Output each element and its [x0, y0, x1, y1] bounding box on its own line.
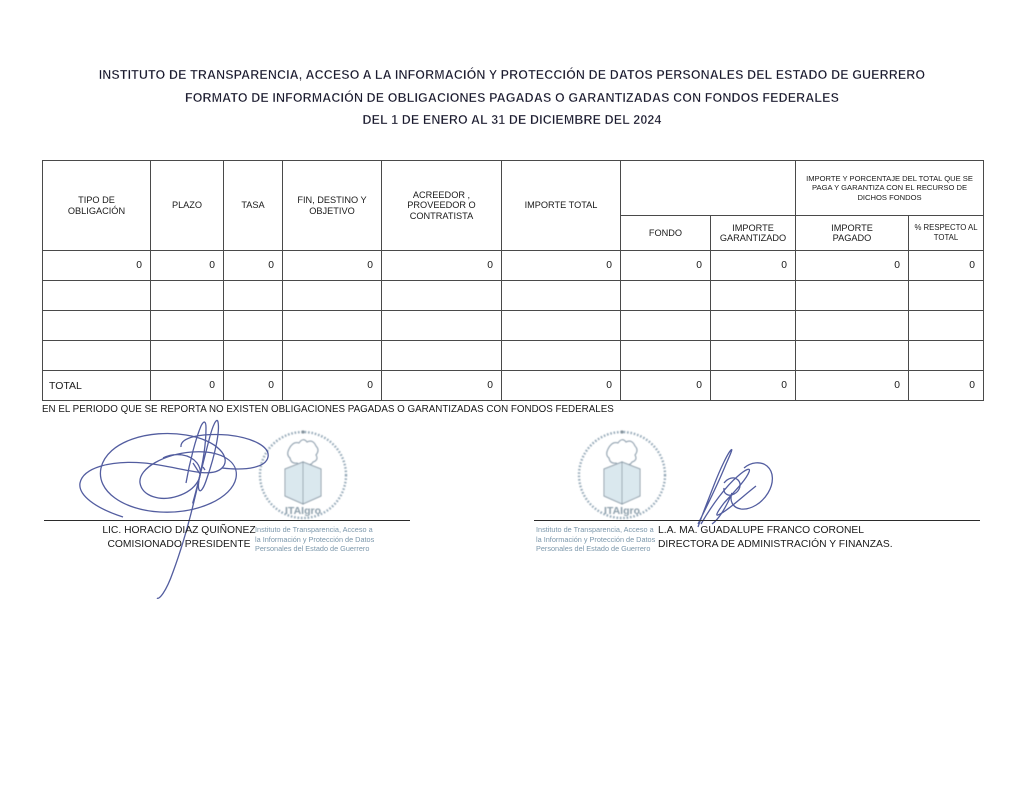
svg-text:ITAIgro: ITAIgro — [604, 505, 640, 517]
svg-text:ITAIgro: ITAIgro — [285, 505, 321, 517]
